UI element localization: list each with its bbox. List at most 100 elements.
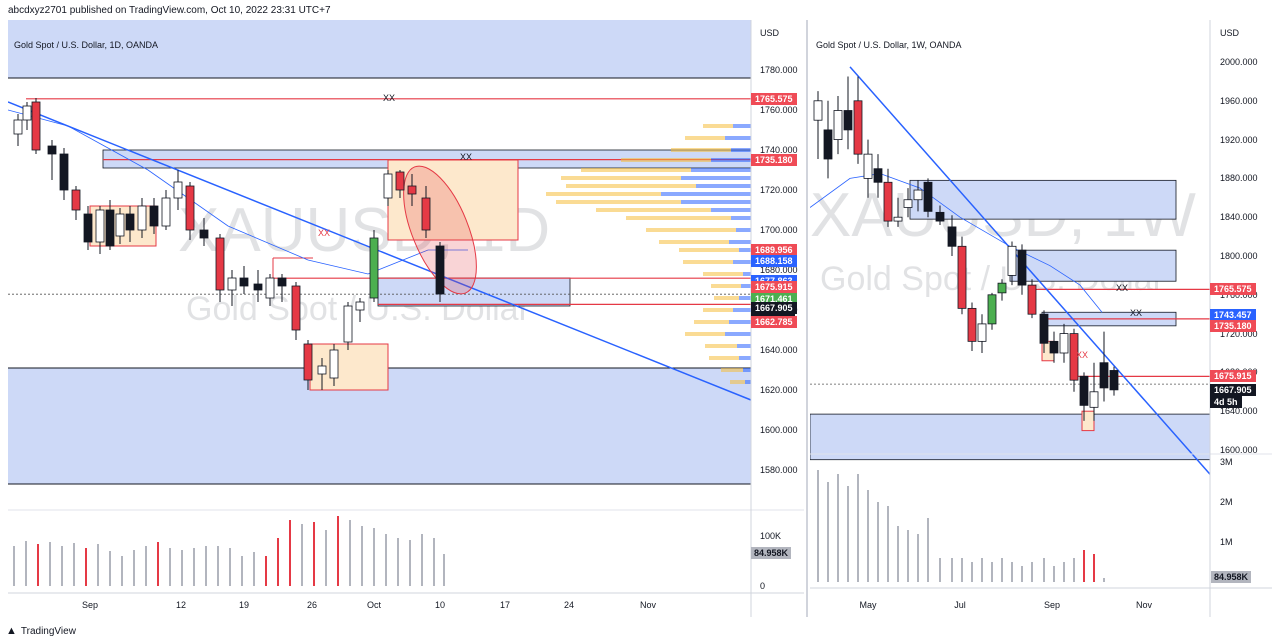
time-axis-tick: Nov [639,600,657,610]
candle-body [83,213,93,243]
support-zone [810,413,1211,461]
volume-profile-bar [646,228,736,232]
resistance-zone [8,20,751,78]
time-axis-tick: 12 [175,600,187,610]
footer-brand: TradingView [20,625,76,637]
volume-profile-bar [691,168,751,172]
candle-body [105,209,115,247]
volume-profile-bar [566,184,696,188]
panel-divider [806,20,808,617]
volume-profile-bar [725,136,751,140]
price-label: 1675.915 [751,281,797,294]
xx-marker: XX [460,152,473,162]
volume-profile-bar [661,192,751,196]
candle-body [1049,340,1059,354]
time-axis-tick: Oct [366,600,382,610]
candle-body [1027,284,1037,315]
candle-body [987,294,997,325]
volume-profile-bar [621,158,711,162]
price-axis-tick: 1720.000 [1220,328,1258,339]
price-axis-tick: 1960.000 [1220,95,1258,106]
candle-body [853,100,863,155]
price-label: 1688.158 [751,254,797,267]
demand-box [1081,410,1095,432]
weekly-price-plot[interactable] [810,20,1272,617]
candle-body [161,197,171,227]
daily-volume-tick: 100K [760,531,782,541]
price-label: 1667.905 [751,302,797,315]
time-axis-tick: Jul [954,600,966,610]
price-axis-tick: 1880.000 [1220,173,1258,184]
time-axis-tick: Nov [1135,600,1153,610]
candle-body [185,185,195,231]
time-axis-tick: 10 [434,600,446,610]
candle-body [149,205,159,227]
moving-average [8,109,468,275]
time-axis-tick: 24 [563,600,575,610]
time-axis-tick: Sep [81,600,99,610]
volume-profile-bar [743,368,751,372]
volume-profile-bar [725,332,751,336]
volume-profile-bar [705,344,737,348]
price-label: 1671.461 [751,293,797,306]
price-label: 1765.575 [751,92,797,105]
candle-body [967,307,977,342]
volume-profile-bar [679,248,739,252]
volume-profile-bar [581,168,691,172]
volume-profile-bar [711,208,751,212]
daily-chart-title: Gold Spot / U.S. Dollar, 1D, OANDA [14,40,159,50]
volume-profile-bar [659,240,729,244]
candle-body [31,101,41,151]
time-axis-tick: May [859,600,877,610]
candle-body [923,181,933,212]
volume-profile-bar [696,184,751,188]
candle-body [47,145,57,155]
price-axis-tick: 1740.000 [760,145,798,155]
candle-body [395,171,405,191]
tradingview-footer[interactable]: ▲ TradingView [6,625,76,637]
volume-profile-bar [694,320,729,324]
daily-chart-panel[interactable]: Gold Spot / U.S. Dollar, 1D, OANDA XAUUS… [8,20,804,617]
candle-body [997,282,1007,294]
volume-profile-bar [733,308,751,312]
price-label: 1667.905 [1210,384,1256,397]
price-axis-tick: 1700.000 [760,225,798,235]
price-axis-tick: 1800.000 [1220,251,1258,261]
volume-profile-bar [729,320,751,324]
price-label: 1735.180 [751,153,797,166]
price-axis-tick: 1640.000 [760,345,798,355]
daily-price-plot[interactable] [8,20,804,617]
daily-currency-label: USD [760,28,780,38]
price-axis-tick: 1840.000 [1220,212,1258,223]
volume-profile-bar [681,200,751,204]
volume-profile-bar [739,248,751,252]
volume-profile-bar [730,380,745,384]
weekly-chart-title: Gold Spot / U.S. Dollar, 1W, OANDA [816,40,962,50]
volume-profile-bar [556,200,681,204]
candle-body [903,199,913,208]
order-block [909,179,1177,220]
candle-body [95,209,105,243]
xx-marker: XX [1116,283,1129,294]
weekly-chart-panel[interactable]: Gold Spot / U.S. Dollar, 1W, OANDA XAUUS… [810,20,1272,617]
candle-body [813,100,823,121]
volume-profile-bar [709,356,739,360]
xx-marker: XX [1130,308,1143,319]
candle-body [265,277,275,299]
price-axis-tick: 1760.000 [760,105,798,115]
candle-body [913,189,923,201]
candle-body [421,197,431,231]
candle-body [435,245,445,295]
xx-marker: XX [1076,349,1089,360]
price-axis-tick: 1920.000 [1220,134,1258,145]
candle-body [1069,333,1079,381]
candle-body [957,245,967,309]
candle-body [977,323,987,342]
price-axis-tick: 1620.000 [760,385,798,395]
candle-body [369,237,379,299]
publish-header: abcdxyz2701 published on TradingView.com… [8,5,331,16]
candle-body [1099,362,1109,389]
candle-body [935,211,945,222]
xx-marker: XX [318,228,331,238]
price-axis-tick: 1780.000 [760,65,798,75]
